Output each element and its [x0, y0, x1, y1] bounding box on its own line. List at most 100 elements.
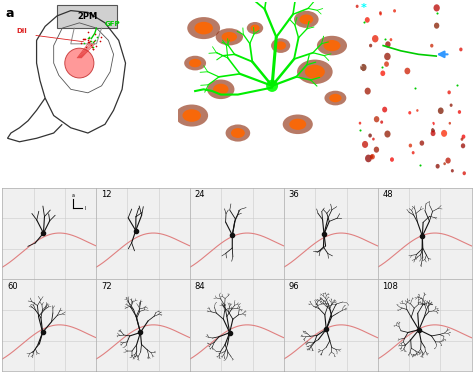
Ellipse shape: [294, 11, 319, 28]
Ellipse shape: [441, 130, 447, 137]
Ellipse shape: [250, 25, 260, 32]
Ellipse shape: [380, 120, 383, 124]
Ellipse shape: [216, 28, 243, 46]
Ellipse shape: [443, 162, 446, 165]
Ellipse shape: [231, 128, 245, 138]
Ellipse shape: [362, 141, 368, 148]
Ellipse shape: [447, 90, 451, 94]
Ellipse shape: [431, 128, 435, 132]
Ellipse shape: [462, 135, 465, 139]
Ellipse shape: [247, 22, 263, 34]
Ellipse shape: [372, 138, 375, 141]
Ellipse shape: [324, 91, 346, 106]
Ellipse shape: [458, 110, 461, 114]
Text: 72: 72: [101, 282, 111, 291]
Ellipse shape: [384, 53, 391, 60]
Ellipse shape: [379, 13, 382, 16]
Text: *: *: [361, 3, 366, 13]
Ellipse shape: [226, 125, 250, 142]
Ellipse shape: [175, 104, 208, 126]
Text: 96: 96: [289, 282, 299, 291]
Ellipse shape: [317, 36, 347, 55]
Ellipse shape: [451, 169, 454, 172]
Ellipse shape: [434, 4, 440, 12]
Ellipse shape: [189, 59, 201, 67]
Ellipse shape: [283, 115, 313, 134]
Text: 24: 24: [195, 190, 205, 199]
Text: A: A: [359, 63, 363, 69]
Ellipse shape: [370, 154, 375, 160]
Text: L: L: [367, 76, 370, 82]
Ellipse shape: [461, 138, 464, 141]
Ellipse shape: [207, 79, 235, 99]
Ellipse shape: [323, 40, 340, 51]
Ellipse shape: [222, 32, 237, 42]
Ellipse shape: [365, 88, 371, 95]
Ellipse shape: [271, 38, 290, 53]
Ellipse shape: [408, 111, 411, 115]
Ellipse shape: [289, 119, 306, 130]
Ellipse shape: [404, 68, 410, 74]
Ellipse shape: [374, 147, 379, 153]
Ellipse shape: [275, 41, 286, 50]
Text: 48: 48: [383, 190, 393, 199]
Ellipse shape: [379, 11, 382, 14]
Ellipse shape: [300, 15, 313, 24]
Ellipse shape: [419, 141, 424, 146]
Text: l: l: [84, 206, 85, 210]
Text: 60: 60: [7, 282, 18, 291]
Circle shape: [65, 48, 94, 78]
Ellipse shape: [380, 70, 385, 76]
Ellipse shape: [305, 65, 325, 79]
Ellipse shape: [182, 109, 201, 122]
Text: 108: 108: [383, 282, 398, 291]
Ellipse shape: [446, 157, 451, 164]
Ellipse shape: [390, 38, 392, 41]
Ellipse shape: [450, 104, 453, 107]
Ellipse shape: [365, 154, 372, 162]
Ellipse shape: [372, 35, 378, 43]
Ellipse shape: [382, 107, 387, 113]
Ellipse shape: [430, 44, 433, 48]
Ellipse shape: [430, 131, 436, 136]
Ellipse shape: [184, 56, 206, 70]
Text: V: V: [356, 73, 359, 78]
Ellipse shape: [213, 84, 228, 95]
Ellipse shape: [384, 61, 389, 67]
Text: 84: 84: [195, 282, 205, 291]
Ellipse shape: [459, 47, 463, 51]
Ellipse shape: [385, 41, 391, 47]
Text: a: a: [71, 193, 74, 198]
Ellipse shape: [463, 171, 466, 175]
Circle shape: [428, 117, 433, 124]
Ellipse shape: [412, 151, 415, 154]
Ellipse shape: [329, 94, 342, 102]
Ellipse shape: [194, 22, 213, 34]
Ellipse shape: [461, 143, 465, 148]
Ellipse shape: [436, 164, 440, 169]
Ellipse shape: [368, 134, 372, 138]
Ellipse shape: [409, 144, 412, 147]
Ellipse shape: [448, 122, 451, 125]
Text: DiI: DiI: [16, 28, 27, 34]
Text: a: a: [6, 7, 14, 20]
Ellipse shape: [432, 122, 435, 125]
Ellipse shape: [384, 131, 391, 138]
Text: 2PM: 2PM: [77, 12, 97, 21]
Ellipse shape: [438, 107, 444, 114]
Ellipse shape: [356, 5, 359, 8]
Ellipse shape: [187, 17, 220, 39]
Ellipse shape: [416, 109, 419, 112]
Ellipse shape: [374, 116, 379, 122]
Bar: [57, 5, 117, 28]
Ellipse shape: [370, 155, 374, 159]
Ellipse shape: [393, 9, 396, 13]
Circle shape: [266, 80, 278, 92]
Ellipse shape: [369, 44, 372, 47]
Ellipse shape: [434, 23, 439, 29]
Ellipse shape: [297, 60, 333, 84]
Text: c: c: [358, 7, 366, 20]
Ellipse shape: [360, 64, 366, 71]
Ellipse shape: [390, 157, 394, 162]
Text: 12: 12: [101, 190, 111, 199]
